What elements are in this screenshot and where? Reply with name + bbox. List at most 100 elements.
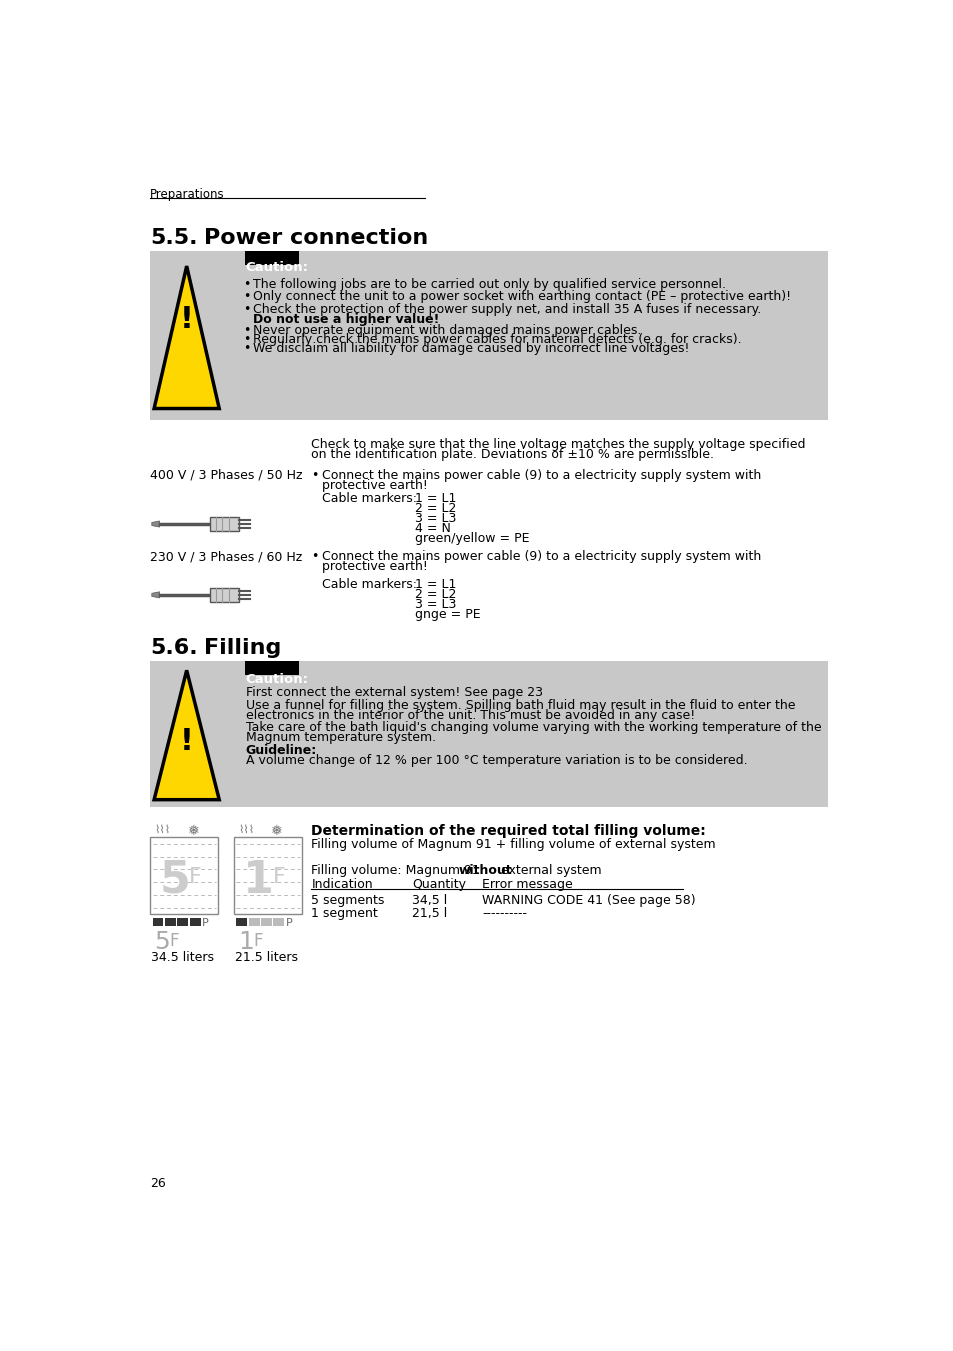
Text: •: • — [243, 342, 251, 355]
Text: Indication: Indication — [311, 878, 373, 892]
Text: 1 = L1: 1 = L1 — [415, 578, 456, 590]
Text: Caution:: Caution: — [245, 262, 308, 274]
Text: 2 = L2: 2 = L2 — [415, 501, 456, 515]
Text: Quantity: Quantity — [412, 878, 466, 892]
Text: protective earth!: protective earth! — [322, 561, 428, 573]
Text: •: • — [311, 469, 318, 481]
Text: Do not use a higher value!: Do not use a higher value! — [253, 313, 438, 326]
FancyBboxPatch shape — [150, 838, 218, 915]
Text: Power connection: Power connection — [204, 227, 428, 247]
Text: 4 = N: 4 = N — [415, 521, 451, 535]
Text: Preparations: Preparations — [150, 188, 225, 200]
Text: F: F — [189, 867, 201, 886]
Text: 3 = L3: 3 = L3 — [415, 598, 456, 611]
Text: First connect the external system! See page 23: First connect the external system! See p… — [245, 686, 542, 698]
FancyBboxPatch shape — [236, 919, 247, 925]
FancyBboxPatch shape — [245, 661, 298, 676]
FancyBboxPatch shape — [152, 919, 163, 925]
Polygon shape — [152, 521, 159, 527]
Text: Filling volume: Magnum 91: Filling volume: Magnum 91 — [311, 865, 484, 877]
Text: 21.5 liters: 21.5 liters — [234, 951, 297, 965]
FancyBboxPatch shape — [249, 919, 259, 925]
FancyBboxPatch shape — [233, 838, 302, 915]
Text: 1 segment: 1 segment — [311, 907, 377, 920]
Text: 1 = L1: 1 = L1 — [415, 492, 456, 505]
Text: 1: 1 — [237, 929, 253, 954]
Text: Guideline:: Guideline: — [245, 744, 316, 758]
Text: Cable markers:: Cable markers: — [322, 492, 416, 505]
Text: Error message: Error message — [481, 878, 572, 892]
Text: •: • — [243, 334, 251, 346]
Text: A volume change of 12 % per 100 °C temperature variation is to be considered.: A volume change of 12 % per 100 °C tempe… — [245, 754, 746, 767]
Text: ----------: ---------- — [481, 907, 526, 920]
Polygon shape — [154, 266, 219, 408]
Text: 2 = L2: 2 = L2 — [415, 588, 456, 601]
Text: protective earth!: protective earth! — [322, 480, 428, 492]
Polygon shape — [154, 670, 219, 800]
Text: Filling: Filling — [204, 638, 281, 658]
Text: Check to make sure that the line voltage matches the supply voltage specified: Check to make sure that the line voltage… — [311, 438, 805, 451]
FancyBboxPatch shape — [210, 517, 239, 531]
FancyBboxPatch shape — [165, 919, 175, 925]
Text: 400 V / 3 Phases / 50 Hz: 400 V / 3 Phases / 50 Hz — [150, 469, 302, 481]
Text: 21,5 l: 21,5 l — [412, 907, 447, 920]
Text: •: • — [311, 550, 318, 563]
Text: Filling volume of Magnum 91 + filling volume of external system: Filling volume of Magnum 91 + filling vo… — [311, 838, 716, 851]
Text: Only connect the unit to a power socket with earthing contact (PE – protective e: Only connect the unit to a power socket … — [253, 290, 790, 303]
Text: The following jobs are to be carried out only by qualified service personnel.: The following jobs are to be carried out… — [253, 277, 725, 290]
FancyBboxPatch shape — [150, 251, 827, 420]
Text: Connect the mains power cable (9) to a electricity supply system with: Connect the mains power cable (9) to a e… — [322, 469, 760, 481]
Text: 5 segments: 5 segments — [311, 893, 384, 907]
Text: F: F — [253, 932, 262, 950]
Text: 34.5 liters: 34.5 liters — [152, 951, 214, 965]
Text: F: F — [273, 867, 285, 886]
Text: ⌇⌇⌇: ⌇⌇⌇ — [237, 824, 253, 835]
Text: external system: external system — [497, 865, 601, 877]
Text: 5.5.: 5.5. — [150, 227, 197, 247]
Text: Cable markers:: Cable markers: — [322, 578, 416, 590]
Text: 1: 1 — [243, 859, 274, 902]
Text: ❅: ❅ — [187, 824, 199, 839]
Text: ❅: ❅ — [271, 824, 282, 839]
FancyBboxPatch shape — [261, 919, 272, 925]
Text: 5: 5 — [159, 859, 191, 902]
Text: Regularly check the mains power cables for material defects (e.g. for cracks).: Regularly check the mains power cables f… — [253, 334, 740, 346]
Text: Determination of the required total filling volume:: Determination of the required total fill… — [311, 824, 705, 839]
FancyBboxPatch shape — [177, 919, 188, 925]
FancyBboxPatch shape — [190, 919, 200, 925]
Text: !: ! — [179, 305, 193, 335]
FancyBboxPatch shape — [150, 661, 827, 808]
Text: Check the protection of the power supply net, and install 35 A fuses if necessar: Check the protection of the power supply… — [253, 303, 760, 316]
Text: Use a funnel for filling the system. Spilling bath fluid may result in the fluid: Use a funnel for filling the system. Spi… — [245, 698, 794, 712]
Text: green/yellow = PE: green/yellow = PE — [415, 532, 529, 544]
Text: 34,5 l: 34,5 l — [412, 893, 447, 907]
Text: •: • — [243, 303, 251, 316]
Text: P: P — [202, 919, 209, 928]
Text: electronics in the interior of the unit. This must be avoided in any case!: electronics in the interior of the unit.… — [245, 709, 694, 721]
Text: Take care of the bath liquid's changing volume varying with the working temperat: Take care of the bath liquid's changing … — [245, 721, 821, 734]
Text: 5.6.: 5.6. — [150, 638, 197, 658]
FancyBboxPatch shape — [245, 251, 298, 265]
Text: Magnum temperature system.: Magnum temperature system. — [245, 731, 436, 744]
Text: WARNING CODE 41 (See page 58): WARNING CODE 41 (See page 58) — [481, 893, 695, 907]
Text: 5: 5 — [154, 929, 170, 954]
FancyBboxPatch shape — [210, 588, 239, 601]
FancyBboxPatch shape — [274, 919, 284, 925]
Text: •: • — [243, 290, 251, 303]
Text: 230 V / 3 Phases / 60 Hz: 230 V / 3 Phases / 60 Hz — [150, 550, 302, 563]
Text: F: F — [170, 932, 179, 950]
Text: Connect the mains power cable (9) to a electricity supply system with: Connect the mains power cable (9) to a e… — [322, 550, 760, 563]
Polygon shape — [152, 592, 159, 598]
Text: Never operate equipment with damaged mains power cables.: Never operate equipment with damaged mai… — [253, 324, 640, 336]
Text: without: without — [458, 865, 512, 877]
Text: 3 = L3: 3 = L3 — [415, 512, 456, 524]
Text: 26: 26 — [150, 1177, 166, 1190]
Text: ⌇⌇⌇: ⌇⌇⌇ — [154, 824, 170, 835]
Text: Caution:: Caution: — [245, 673, 308, 685]
Text: •: • — [243, 277, 251, 290]
Text: !: ! — [179, 727, 193, 757]
Text: P: P — [286, 919, 293, 928]
Text: •: • — [243, 324, 251, 336]
Text: on the identification plate. Deviations of ±10 % are permissible.: on the identification plate. Deviations … — [311, 447, 714, 461]
Text: gnge = PE: gnge = PE — [415, 608, 480, 621]
